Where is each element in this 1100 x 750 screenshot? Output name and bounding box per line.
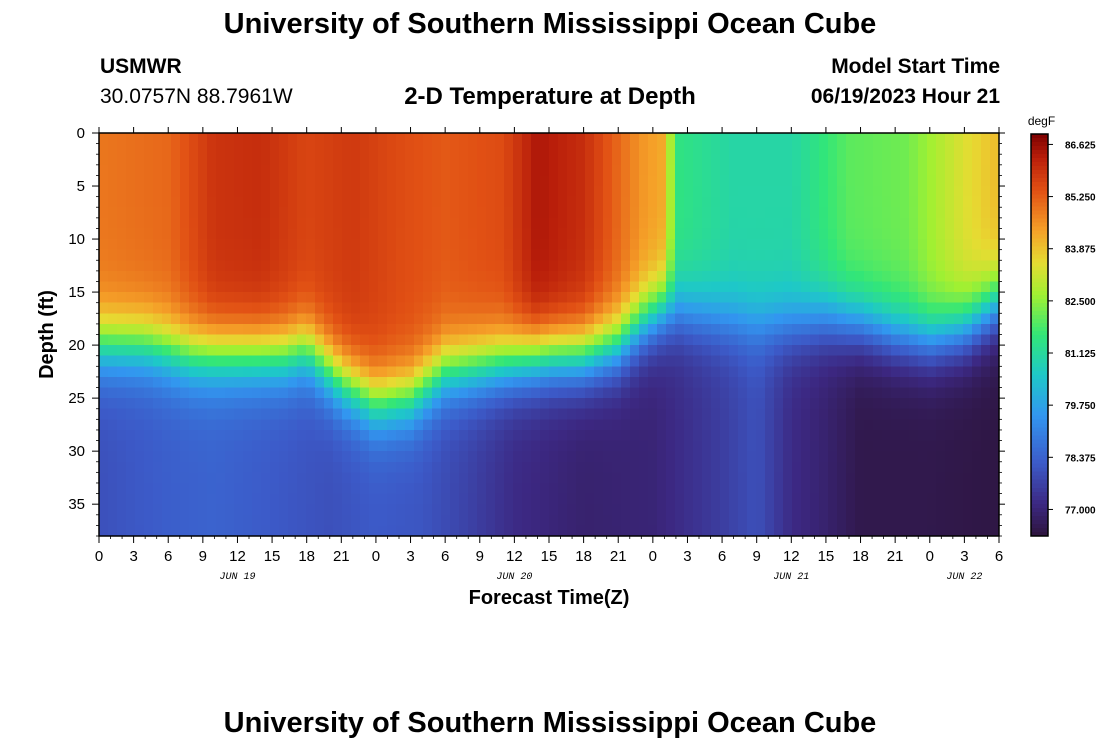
x-tick-label: 3 — [960, 548, 968, 565]
colorbar-tick-label: 78.375 — [1065, 453, 1096, 464]
colorbar-tick-label: 85.250 — [1065, 193, 1096, 204]
chart-subtitle: 2-D Temperature at Depth — [404, 83, 696, 110]
y-tick-label: 30 — [68, 443, 85, 460]
x-tick-label: 0 — [95, 548, 103, 565]
y-tick-label: 5 — [77, 178, 85, 195]
x-day-label: JUN 19 — [219, 572, 255, 583]
x-tick-label: 9 — [753, 548, 761, 565]
x-tick-label: 0 — [649, 548, 657, 565]
y-tick-label: 20 — [68, 337, 85, 354]
x-tick-label: 6 — [995, 548, 1003, 565]
station-coordinates: 30.0757N 88.7961W — [100, 85, 293, 108]
x-day-label: JUN 20 — [496, 572, 532, 583]
x-tick-label: 21 — [887, 548, 904, 565]
x-tick-label: 6 — [164, 548, 172, 565]
colorbar-gradient — [1031, 134, 1048, 537]
heatmap-field — [99, 133, 1000, 537]
colorbar-tick-label: 86.625 — [1065, 140, 1096, 151]
x-tick-label: 6 — [441, 548, 449, 565]
x-tick-label: 6 — [718, 548, 726, 565]
x-tick-label: 15 — [264, 548, 281, 565]
y-tick-label: 10 — [68, 231, 85, 248]
x-tick-label: 9 — [199, 548, 207, 565]
x-tick-label: 0 — [926, 548, 934, 565]
x-tick-label: 21 — [610, 548, 627, 565]
model-start-value: 06/19/2023 Hour 21 — [810, 85, 1000, 108]
y-tick-label: 15 — [68, 284, 85, 301]
colorbar-tick-label: 82.500 — [1065, 297, 1096, 308]
colorbar-tick-label: 81.125 — [1065, 349, 1096, 360]
x-tick-label: 15 — [541, 548, 558, 565]
colorbar-tick-label: 83.875 — [1065, 245, 1096, 256]
colorbar-unit: degF — [1028, 114, 1055, 128]
x-tick-label: 12 — [229, 548, 246, 565]
y-tick-label: 35 — [68, 496, 85, 513]
x-tick-label: 21 — [333, 548, 350, 565]
x-tick-label: 18 — [575, 548, 592, 565]
x-tick-label: 12 — [506, 548, 523, 565]
x-tick-label: 18 — [298, 548, 315, 565]
x-tick-label: 0 — [372, 548, 380, 565]
y-tick-label: 25 — [68, 390, 85, 407]
x-tick-label: 12 — [783, 548, 800, 565]
x-axis-label: Forecast Time(Z) — [469, 587, 630, 609]
model-start-label: Model Start Time — [831, 55, 1000, 78]
station-id: USMWR — [100, 55, 182, 78]
footer-title: University of Southern Mississippi Ocean… — [223, 707, 877, 739]
y-axis-label: Depth (ft) — [36, 290, 58, 379]
x-tick-label: 9 — [476, 548, 484, 565]
x-tick-label: 3 — [129, 548, 137, 565]
y-tick-label: 0 — [77, 125, 85, 142]
x-tick-label: 18 — [852, 548, 869, 565]
temperature-depth-chart: 0 3 6 9 12 15 18 21 0 3 6 9 12 15 18 21 0 3 6 9 12 15 18 21 0 3 6 J… — [36, 114, 1096, 609]
x-day-label: JUN 22 — [946, 572, 982, 583]
x-tick-label: 3 — [683, 548, 691, 565]
colorbar-frame — [1030, 133, 1049, 537]
colorbar-tick-label: 77.000 — [1065, 505, 1096, 516]
colorbar-tick-label: 79.750 — [1065, 401, 1096, 412]
chart-title: University of Southern Mississippi Ocean… — [223, 8, 877, 40]
x-tick-label: 15 — [818, 548, 835, 565]
x-day-label: JUN 21 — [773, 572, 809, 583]
x-tick-label: 3 — [406, 548, 414, 565]
